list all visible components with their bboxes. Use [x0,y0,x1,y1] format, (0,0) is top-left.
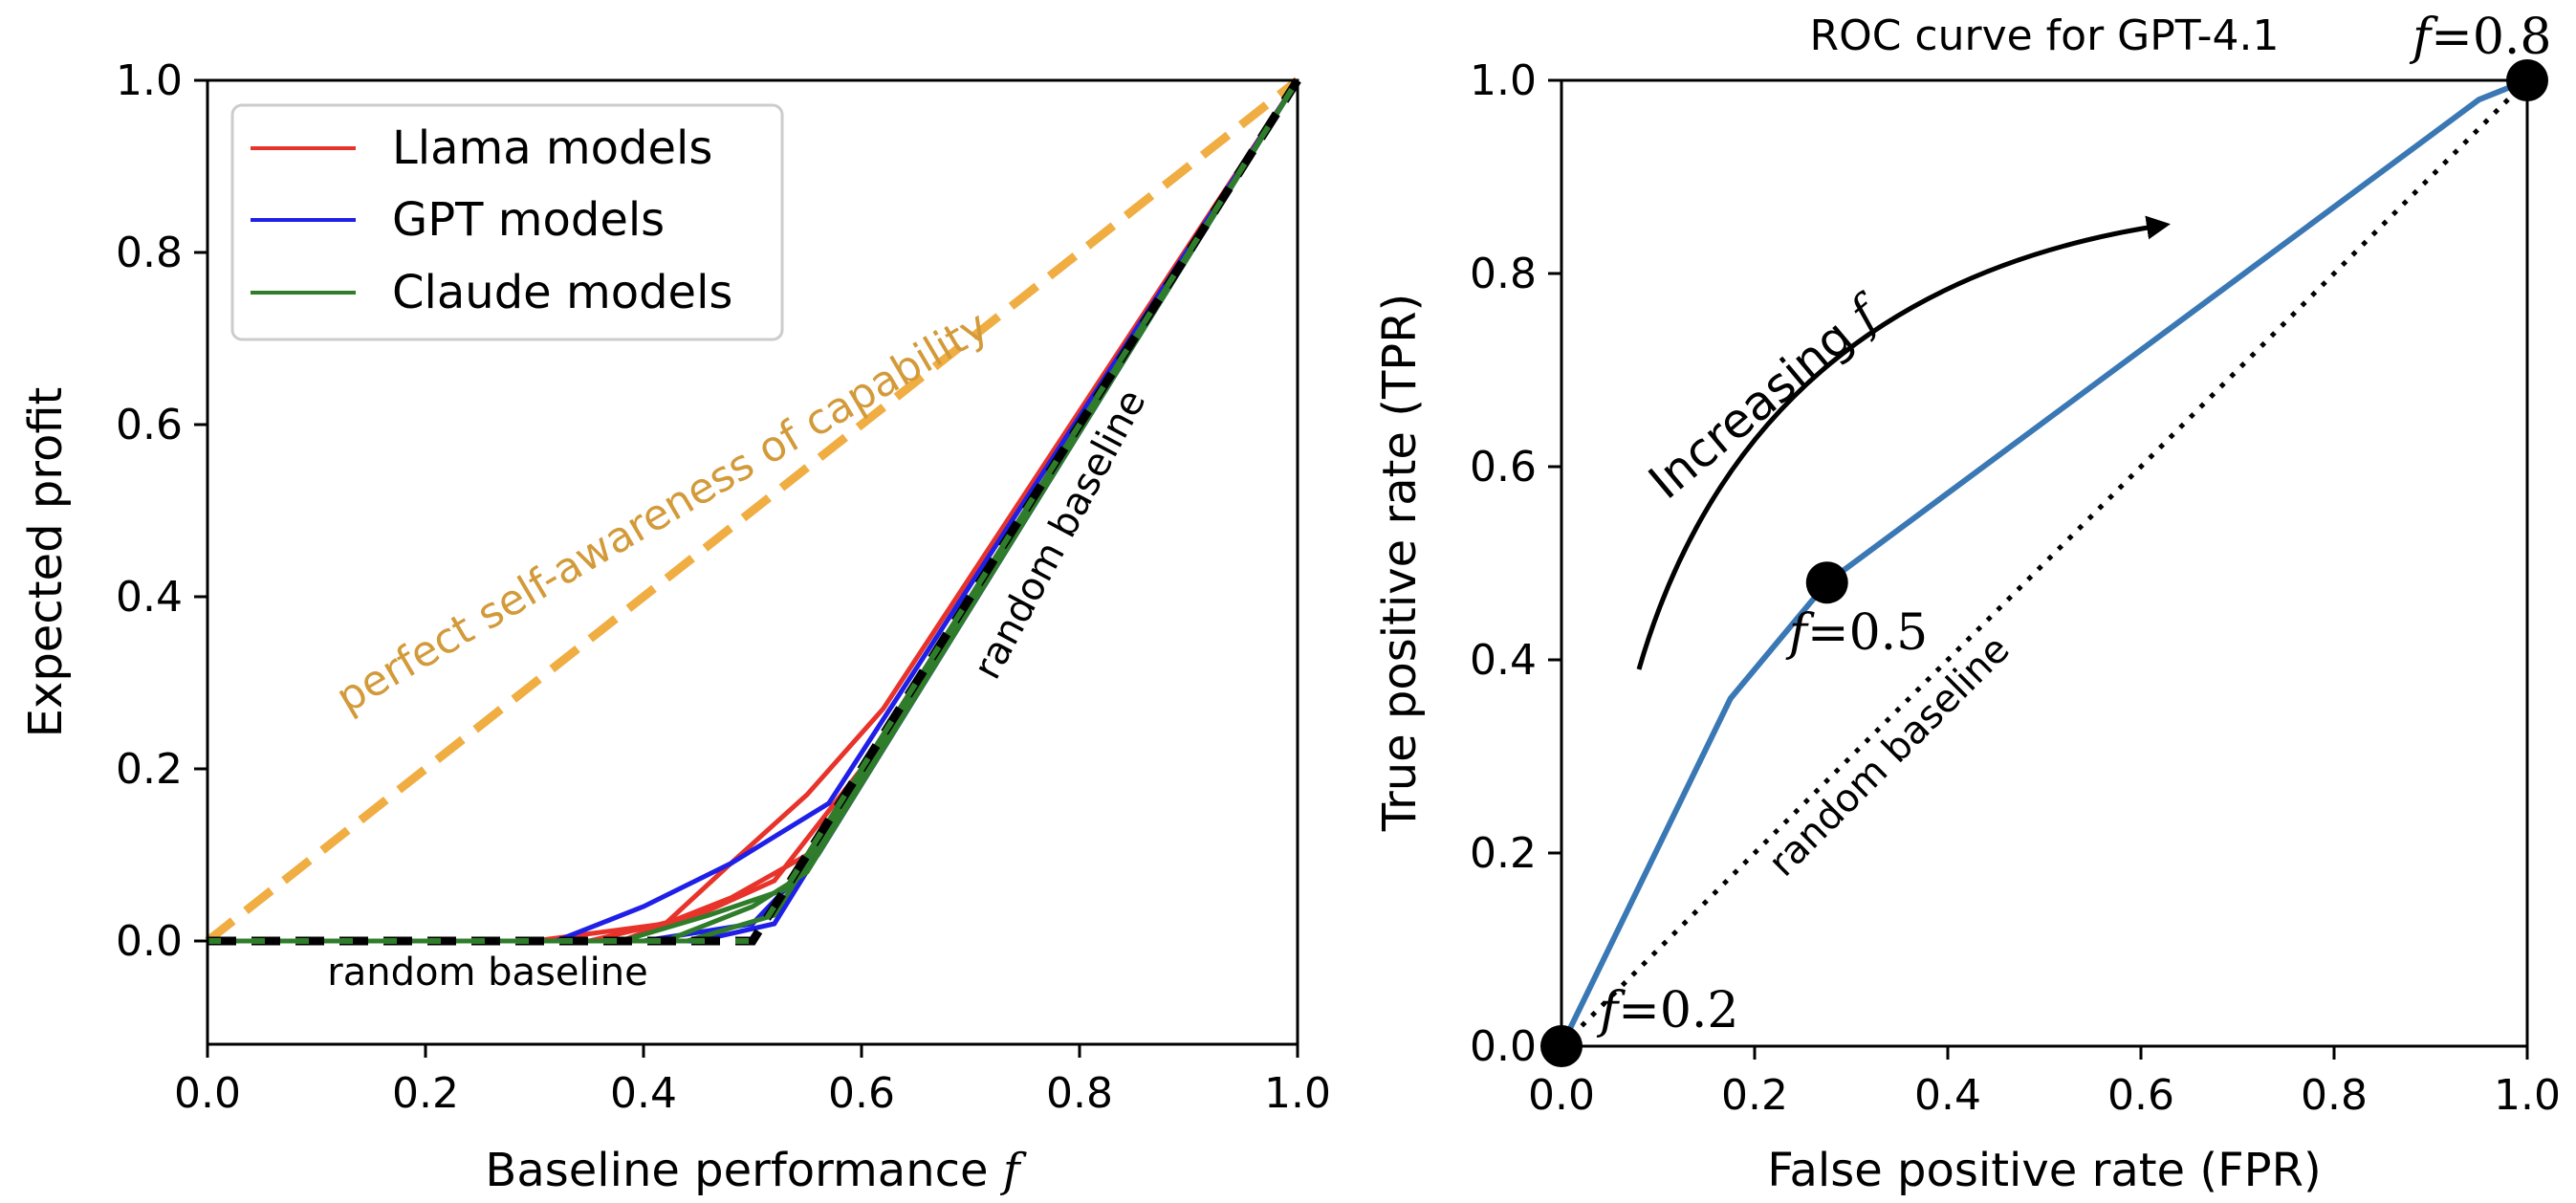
left-y-tick-label: 0.0 [116,917,183,966]
left-claude-overlay-line [207,78,1300,944]
right-chart: 0.0 0.2 0.4 0.6 0.8 1.0 0.0 0.2 0.4 0.6 0.8 1.0 f=0… [1373,9,2561,1197]
right-x-tick-label: 0.0 [1528,1071,1595,1120]
roc-marked-point [1540,1025,1583,1067]
roc-marked-point [1805,561,1848,604]
left-x-tick-label: 0.2 [392,1069,459,1118]
left-x-tick-label: 1.0 [1264,1069,1331,1118]
increasing-f-arrow [1636,215,2171,670]
legend-label-claude: Claude models [392,266,732,319]
left-y-tick-label: 0.2 [116,745,183,794]
right-plot-area [1561,80,2527,1046]
legend-label-llama: Llama models [392,121,712,175]
legend-box [230,103,784,341]
left-x-tick-label: 0.6 [828,1069,895,1118]
left-x-tick-label: 0.0 [174,1069,241,1118]
roc-point-label: f=0.8 [2409,9,2552,66]
right-y-tick-label: 0.6 [1470,443,1537,492]
right-y-axis-label: True positive rate (TPR) [1373,294,1427,833]
right-x-tick-label: 0.8 [2301,1071,2368,1120]
right-marked-points: f=0.2 f=0.5 f=0.8 [1540,9,2552,1067]
left-x-axis-label: Baseline performance f [485,1144,1026,1197]
legend-label-gpt: GPT models [392,193,665,247]
left-x-tick-label: 0.4 [610,1069,677,1118]
right-y-tick-label: 0.0 [1470,1022,1537,1071]
right-x-tick-label: 1.0 [2494,1071,2561,1120]
right-chart-title: ROC curve for GPT-4.1 [1810,11,2280,60]
right-axes-frame [1560,78,2529,1048]
roc-marked-point [2506,59,2548,101]
left-y-tick-label: 0.4 [116,573,183,622]
right-ticks: 0.0 0.2 0.4 0.6 0.8 1.0 0.0 0.2 0.4 0.6 0.8 1.0 [1470,56,2561,1120]
left-x-tick-label: 0.8 [1046,1069,1113,1118]
left-y-tick-label: 0.8 [116,229,183,277]
left-y-axis-label: Expected profit [19,387,73,738]
right-x-tick-label: 0.4 [1914,1071,1981,1120]
left-reference-lines [205,77,1301,946]
right-x-axis-label: False positive rate (FPR) [1767,1144,2321,1197]
roc-point-label: f=0.5 [1785,604,1929,662]
right-x-tick-label: 0.6 [2107,1071,2174,1120]
right-y-tick-label: 1.0 [1470,56,1537,105]
right-y-tick-label: 0.4 [1470,636,1537,685]
legend: Llama models GPT models Claude models [230,103,784,341]
left-y-tick-label: 1.0 [116,56,183,105]
left-y-tick-label: 0.6 [116,401,183,449]
left-chart: 0.0 0.2 0.4 0.6 0.8 1.0 0.0 0.2 0.4 0.6 0.8 1.0 Bas… [19,56,1331,1197]
roc-point-label: f=0.2 [1596,982,1739,1039]
perfect-awareness-line [205,77,1300,945]
right-y-tick-label: 0.8 [1470,250,1537,298]
left-axes-frame [206,78,1299,1046]
left-random-baseline-label-bottom: random baseline [327,951,647,995]
right-x-tick-label: 0.2 [1721,1071,1788,1120]
left-ticks: 0.0 0.2 0.4 0.6 0.8 1.0 0.0 0.2 0.4 0.6 0.8 1.0 [116,56,1331,1118]
right-y-tick-label: 0.2 [1470,829,1537,878]
